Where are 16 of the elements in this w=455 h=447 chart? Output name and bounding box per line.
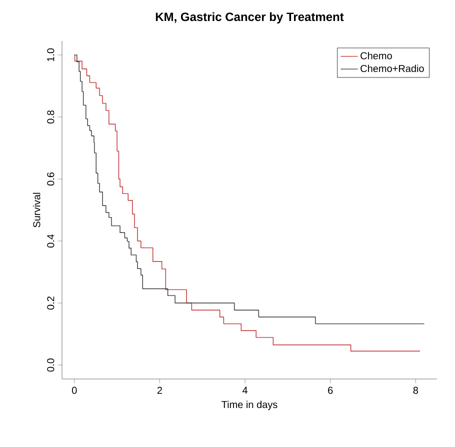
- x-tick-label: 8: [413, 386, 418, 394]
- y-tick-label: 0.4: [47, 234, 54, 248]
- y-tick-label: 0.8: [47, 110, 54, 124]
- legend-label: Chemo: [360, 52, 392, 60]
- chart-title: KM, Gastric Cancer by Treatment: [156, 12, 344, 24]
- y-axis-title: Survival: [32, 192, 40, 228]
- y-tick-label: 0.0: [47, 358, 54, 372]
- y-tick-label: 0.6: [47, 172, 54, 186]
- y-tick-label: 0.2: [47, 296, 54, 310]
- legend-label: Chemo+Radio: [360, 64, 424, 72]
- x-tick-label: 2: [157, 386, 162, 394]
- x-axis-title: Time in days: [222, 400, 278, 410]
- x-tick-label: 0: [72, 386, 77, 394]
- y-tick-label: 1.0: [47, 48, 54, 62]
- x-tick-label: 6: [328, 386, 333, 394]
- x-tick-label: 4: [242, 386, 248, 394]
